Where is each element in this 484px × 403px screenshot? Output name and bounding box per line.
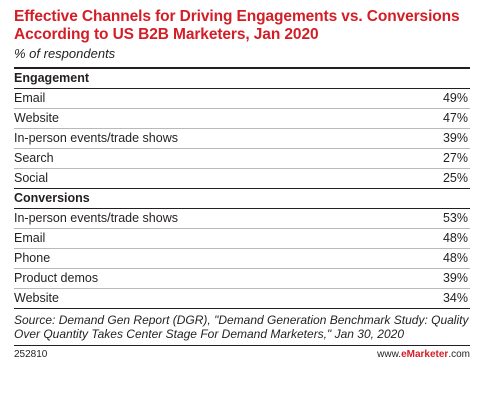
chart-id: 252810 xyxy=(14,349,48,360)
brand-logo: www.eMarketer.com xyxy=(377,349,470,360)
row-label: Product demos xyxy=(14,271,99,285)
row-value: 27% xyxy=(442,151,468,165)
row-value: 48% xyxy=(442,251,468,265)
row-value: 39% xyxy=(442,271,468,285)
row-label: Email xyxy=(14,91,46,105)
top-rule xyxy=(14,67,470,69)
row-value: 39% xyxy=(442,131,468,145)
table-row: Product demos 39% xyxy=(14,269,470,289)
brand-suffix: .com xyxy=(448,349,470,360)
row-value: 47% xyxy=(442,111,468,125)
section-header: Conversions xyxy=(14,189,470,209)
table-row: Email 48% xyxy=(14,229,470,249)
table-row: Social 25% xyxy=(14,169,470,189)
chart-subtitle: % of respondents xyxy=(14,46,116,61)
row-label: Website xyxy=(14,111,59,125)
row-value: 49% xyxy=(442,91,468,105)
chart-container: Effective Channels for Driving Engagemen… xyxy=(14,0,470,360)
chart-title: Effective Channels for Driving Engagemen… xyxy=(14,8,460,43)
row-label: In-person events/trade shows xyxy=(14,211,178,225)
brand-prefix: www. xyxy=(377,349,402,360)
table-row: In-person events/trade shows 39% xyxy=(14,129,470,149)
row-label: Social xyxy=(14,171,49,185)
brand-name: eMarketer xyxy=(401,349,449,360)
row-value: 48% xyxy=(442,231,468,245)
table-row: Email 49% xyxy=(14,89,470,109)
source-note: Source: Demand Gen Report (DGR), "Demand… xyxy=(14,313,469,341)
row-label: Email xyxy=(14,231,46,245)
row-value: 53% xyxy=(442,211,468,225)
table-row: Website 34% xyxy=(14,289,470,309)
row-label: Phone xyxy=(14,251,51,265)
row-label: Search xyxy=(14,151,54,165)
row-label: In-person events/trade shows xyxy=(14,131,178,145)
row-label: Website xyxy=(14,291,59,305)
row-value: 25% xyxy=(442,171,468,185)
footer: 252810 www.eMarketer.com xyxy=(14,345,470,360)
table-row: Website 47% xyxy=(14,109,470,129)
row-value: 34% xyxy=(442,291,468,305)
section-header: Engagement xyxy=(14,69,470,89)
table-row: Phone 48% xyxy=(14,249,470,269)
table-row: In-person events/trade shows 53% xyxy=(14,209,470,229)
table-row: Search 27% xyxy=(14,149,470,169)
table-body: Engagement Email 49% Website 47% In-person ev… xyxy=(14,69,470,309)
